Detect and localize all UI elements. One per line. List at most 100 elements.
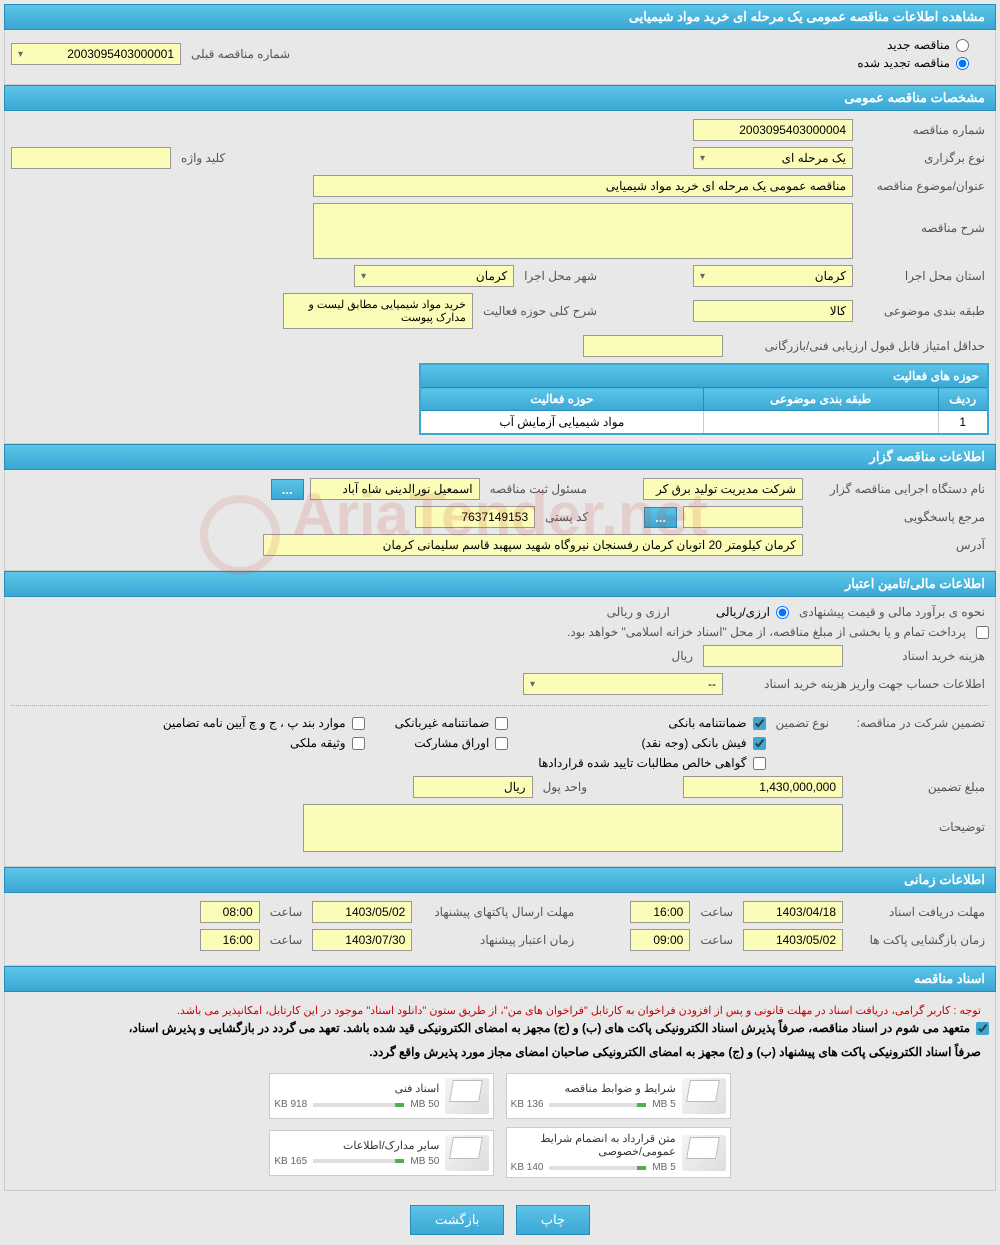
city-select[interactable]: کرمان ▾ — [354, 265, 514, 287]
chk-claims[interactable]: گواهی خالص مطالبات تایید شده قراردادها — [538, 756, 765, 770]
chk-nonbank[interactable]: ضمانتنامه غیربانکی — [395, 716, 509, 730]
category-label: طبقه بندی موضوعی — [859, 304, 989, 318]
postal-field[interactable]: 7637149153 — [415, 506, 535, 528]
radio-renewed-input[interactable] — [956, 57, 969, 70]
file-grid: شرایط و ضوابط مناقصه 5 MB 136 KB اسناد ف… — [11, 1063, 989, 1182]
unit-label: واحد پول — [539, 780, 591, 794]
radio-new-input[interactable] — [956, 39, 969, 52]
respondent-label: مرجع پاسخگویی — [809, 510, 989, 524]
doc-cost-field[interactable] — [703, 645, 843, 667]
open-time[interactable]: 09:00 — [630, 929, 690, 951]
file-name: شرایط و ضوابط مناقصه — [511, 1082, 676, 1099]
receive-docs-date[interactable]: 1403/04/18 — [743, 901, 843, 923]
radio-new-tender[interactable]: مناقصه جدید — [857, 38, 969, 52]
address-field[interactable]: کرمان کیلومتر 20 اتوبان کرمان رفسنجان نی… — [263, 534, 803, 556]
keyword-label: کلید واژه — [177, 151, 229, 165]
currency-radio[interactable]: ارزی/ریالی — [716, 605, 789, 619]
validity-date[interactable]: 1403/07/30 — [312, 929, 412, 951]
respondent-lookup-button[interactable]: ... — [644, 507, 677, 528]
province-label: استان محل اجرا — [859, 269, 989, 283]
chk-regulation-input[interactable] — [352, 717, 365, 730]
chk-regulation-label: موارد بند پ ، ج و چ آیین نامه تضامین — [163, 716, 346, 730]
registrar-label: مسئول ثبت مناقصه — [486, 482, 591, 496]
receive-docs-label: مهلت دریافت اسناد — [849, 905, 989, 919]
treasury-checkbox[interactable] — [976, 626, 989, 639]
file-name: سایر مدارک/اطلاعات — [274, 1139, 439, 1156]
remarks-field[interactable] — [303, 804, 843, 852]
unit-field: ریال — [413, 776, 533, 798]
min-score-field[interactable] — [583, 335, 723, 357]
holding-type-label: نوع برگزاری — [859, 151, 989, 165]
open-label: زمان بازگشایی پاکت ها — [849, 933, 989, 947]
guarantee-label: تضمین شرکت در مناقصه: — [839, 716, 989, 730]
description-field[interactable] — [313, 203, 853, 259]
currency-radio-input[interactable] — [776, 606, 789, 619]
chk-participation-input[interactable] — [495, 737, 508, 750]
doc-cost-unit: ریال — [667, 649, 697, 663]
file-card[interactable]: شرایط و ضوابط مناقصه 5 MB 136 KB — [506, 1073, 731, 1119]
chk-cash-input[interactable] — [753, 737, 766, 750]
activities-table-title: حوزه های فعالیت — [420, 364, 988, 388]
file-size: 140 KB — [511, 1162, 544, 1173]
commit-checkbox[interactable] — [976, 1022, 989, 1035]
chk-property[interactable]: وثیقه ملکی — [163, 736, 365, 750]
min-score-label: حداقل امتیاز قابل قبول ارزیابی فنی/بازرگ… — [729, 339, 989, 353]
file-card[interactable]: متن قرارداد به انضمام شرایط عمومی/خصوصی … — [506, 1127, 731, 1178]
respondent-field[interactable] — [683, 506, 803, 528]
open-date[interactable]: 1403/05/02 — [743, 929, 843, 951]
chevron-down-icon: ▾ — [18, 49, 23, 60]
file-name: متن قرارداد به انضمام شرایط عمومی/خصوصی — [511, 1132, 676, 1162]
remarks-label: توضیحات — [849, 804, 989, 834]
submit-time[interactable]: 08:00 — [200, 901, 260, 923]
province-select[interactable]: کرمان ▾ — [693, 265, 853, 287]
keyword-field[interactable] — [11, 147, 171, 169]
submit-date[interactable]: 1403/05/02 — [312, 901, 412, 923]
file-card[interactable]: اسناد فنی 50 MB 918 KB — [269, 1073, 494, 1119]
submit-time-label: ساعت — [266, 905, 307, 919]
chevron-down-icon: ▾ — [361, 271, 366, 282]
chk-participation[interactable]: اوراق مشارکت — [395, 736, 509, 750]
validity-time[interactable]: 16:00 — [200, 929, 260, 951]
deposit-account-select[interactable]: -- ▾ — [523, 673, 723, 695]
chk-property-input[interactable] — [352, 737, 365, 750]
subject-label: عنوان/موضوع مناقصه — [859, 179, 989, 193]
page-title-bar: مشاهده اطلاعات مناقصه عمومی یک مرحله ای … — [4, 4, 996, 30]
file-card[interactable]: سایر مدارک/اطلاعات 50 MB 165 KB — [269, 1130, 494, 1176]
documents-notice: توجه : کاربر گرامی، دریافت اسناد در مهلت… — [11, 1000, 989, 1021]
city-label: شهر محل اجرا — [520, 269, 601, 283]
chk-claims-input[interactable] — [753, 757, 766, 770]
chk-nonbank-input[interactable] — [495, 717, 508, 730]
submit-label: مهلت ارسال پاکتهای پیشنهاد — [418, 905, 578, 919]
registrar-lookup-button[interactable]: ... — [271, 479, 304, 500]
file-max: 5 MB — [652, 1162, 675, 1173]
validity-label: زمان اعتبار پیشنهاد — [418, 933, 578, 947]
activity-scope-field[interactable]: خرید مواد شیمیایی مطابق لیست و مدارک پیو… — [283, 293, 473, 329]
prev-tender-select[interactable]: 2003095403000001 ▾ — [11, 43, 181, 65]
financial-section-header: اطلاعات مالی/تامین اعتبار — [4, 571, 996, 597]
folder-icon — [682, 1135, 726, 1171]
file-max: 5 MB — [652, 1099, 675, 1110]
activity-scope-label: شرح کلی حوزه فعالیت — [479, 304, 601, 318]
treasury-text: پرداخت تمام و یا بخشی از مبلغ مناقصه، از… — [563, 625, 970, 639]
file-max: 50 MB — [410, 1156, 439, 1167]
file-max: 50 MB — [410, 1099, 439, 1110]
receive-docs-time[interactable]: 16:00 — [630, 901, 690, 923]
subject-field[interactable]: مناقصه عمومی یک مرحله ای خرید مواد شیمیا… — [313, 175, 853, 197]
agency-label: نام دستگاه اجرایی مناقصه گزار — [809, 482, 989, 496]
timing-section-header: اطلاعات زمانی — [4, 867, 996, 893]
file-size: 165 KB — [274, 1156, 307, 1167]
print-button[interactable]: چاپ — [516, 1205, 590, 1235]
holding-type-select[interactable]: یک مرحله ای ▾ — [693, 147, 853, 169]
category-field[interactable]: کالا — [693, 300, 853, 322]
chk-cash-label: فیش بانکی (وجه نقد) — [642, 736, 747, 750]
folder-icon — [445, 1078, 489, 1114]
guarantee-amount-field[interactable]: 1,430,000,000 — [683, 776, 843, 798]
chk-bank-guarantee[interactable]: ضمانتنامه بانکی — [538, 716, 765, 730]
back-button[interactable]: بازگشت — [410, 1205, 504, 1235]
chk-bank-input[interactable] — [753, 717, 766, 730]
radio-renewed-tender[interactable]: مناقصه تجدید شده — [857, 56, 969, 70]
chk-regulation[interactable]: موارد بند پ ، ج و چ آیین نامه تضامین — [163, 716, 365, 730]
chk-cash[interactable]: فیش بانکی (وجه نقد) — [538, 736, 765, 750]
province-value: کرمان — [815, 269, 846, 283]
table-row: 1 مواد شیمیایی آزمایش آب — [420, 411, 988, 435]
